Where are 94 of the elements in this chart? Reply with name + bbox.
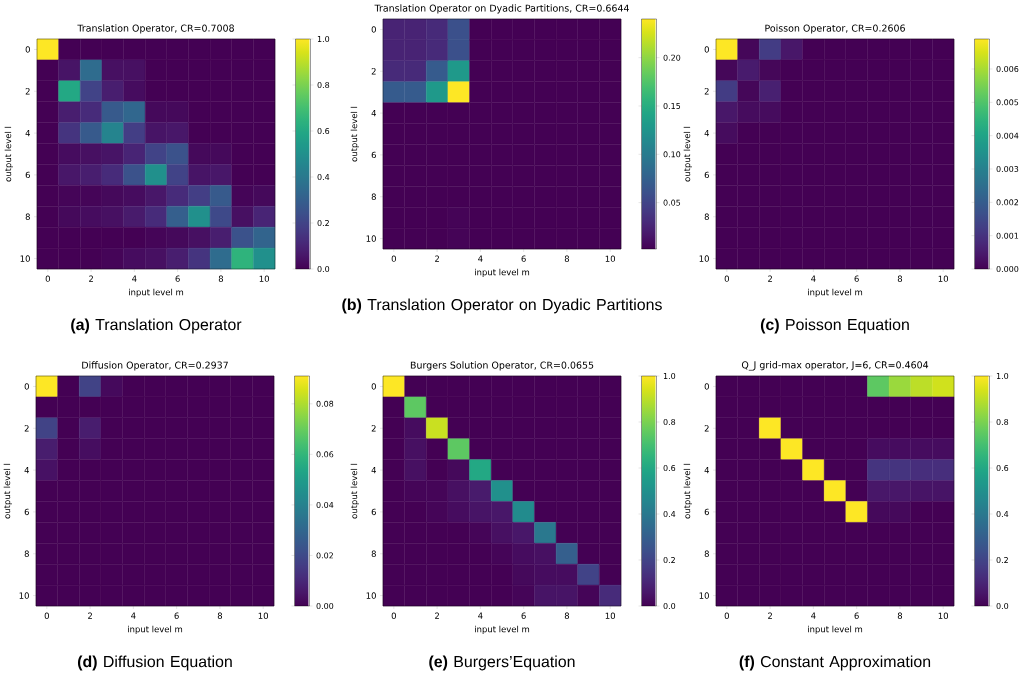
- text: (c) Poisson Equation: [760, 318, 909, 334]
- y-tick-label: 6: [704, 508, 709, 516]
- y-tick-label: 10: [366, 592, 376, 599]
- y-tick-label: 4: [704, 130, 710, 137]
- y-tick-label: 10: [699, 592, 709, 599]
- y-axis-title: output level l: [683, 463, 692, 519]
- x-tick-label: 8: [564, 612, 570, 619]
- x-axis-title: input level m: [129, 288, 184, 297]
- x-tick-label: 4: [132, 275, 137, 282]
- x-tick-label: 10: [259, 275, 270, 282]
- x-tick-label: 8: [897, 612, 903, 619]
- y-tick-label: 4: [704, 467, 710, 474]
- x-tick-label: 8: [564, 255, 570, 262]
- x-tick-label: 0: [724, 612, 729, 619]
- text: (e) Burgers’Equation: [429, 655, 575, 671]
- x-tick-label: 0: [44, 612, 49, 619]
- chart-title: Translation Operator on Dyadic Partitions, CR=0.6644: [374, 4, 629, 14]
- x-tick-label: 2: [89, 275, 93, 282]
- x-tick-label: 0: [391, 612, 396, 619]
- chart-title: Burgers Solution Operator, CR=0.0655: [410, 361, 594, 371]
- x-tick-label: 8: [217, 612, 223, 619]
- x-tick-label: 6: [175, 275, 180, 282]
- y-tick-label: 0: [25, 46, 30, 53]
- y-tick-label: 8: [24, 550, 29, 557]
- text: (d) Diffusion Equation: [77, 655, 232, 671]
- chart-title: Poisson Operator, CR=0.2606: [765, 24, 905, 34]
- y-tick-label: 8: [25, 213, 30, 220]
- x-tick-label: 10: [605, 255, 616, 262]
- text: (b) Translation Operator on Dyadic Partitions: [342, 298, 662, 314]
- text: (f) Constant Approximation: [739, 655, 931, 671]
- text: (a) Translation Operator: [71, 318, 242, 334]
- y-axis-title: output level l: [683, 126, 692, 182]
- y-tick-label: 4: [25, 130, 30, 137]
- y-tick-label: 8: [704, 213, 709, 220]
- x-tick-label: 4: [131, 612, 136, 619]
- y-tick-label: 0: [704, 46, 709, 53]
- x-axis-title: input level m: [808, 288, 863, 297]
- x-tick-label: 2: [435, 612, 439, 619]
- y-tick-label: 2: [371, 425, 376, 432]
- x-tick-label: 10: [605, 612, 616, 619]
- y-tick-label: 0: [371, 26, 376, 33]
- y-tick-label: 2: [25, 88, 30, 95]
- y-axis-title: output level l: [4, 126, 13, 182]
- x-axis-title: input level m: [475, 268, 530, 277]
- y-tick-label: 8: [704, 550, 709, 557]
- y-tick-label: 8: [371, 193, 376, 200]
- y-tick-label: 2: [24, 425, 29, 432]
- y-tick-label: 6: [25, 171, 30, 179]
- x-tick-label: 0: [724, 275, 729, 282]
- chart-title: Q_J grid-max operator, J=6, CR=0.4604: [741, 361, 929, 371]
- chart-title: Diffusion Operator, CR=0.2937: [82, 361, 228, 371]
- y-tick-label: 0: [704, 383, 709, 390]
- y-tick-label: 0: [371, 383, 376, 390]
- x-tick-label: 6: [521, 612, 526, 619]
- y-tick-label: 2: [704, 425, 709, 432]
- x-axis-title: input level m: [128, 625, 183, 634]
- x-tick-label: 6: [174, 612, 179, 619]
- x-tick-label: 6: [854, 275, 859, 282]
- y-tick-label: 4: [371, 467, 376, 474]
- y-tick-label: 6: [371, 508, 376, 516]
- x-tick-label: 6: [854, 612, 859, 619]
- x-tick-label: 4: [478, 255, 483, 262]
- x-axis-title: input level m: [475, 625, 530, 634]
- y-tick-label: 6: [704, 171, 709, 179]
- x-tick-label: 10: [938, 612, 949, 619]
- x-tick-label: 4: [811, 612, 816, 619]
- x-tick-label: 10: [938, 275, 949, 282]
- y-tick-label: 8: [371, 550, 376, 557]
- x-tick-label: 8: [218, 275, 224, 282]
- x-tick-label: 10: [258, 612, 269, 619]
- x-tick-label: 2: [768, 275, 772, 282]
- y-tick-label: 4: [371, 110, 376, 117]
- x-tick-label: 0: [45, 275, 50, 282]
- x-tick-label: 6: [521, 255, 526, 262]
- x-tick-label: 2: [88, 612, 92, 619]
- y-axis-title: output level l: [3, 463, 12, 519]
- y-tick-label: 0: [24, 383, 29, 390]
- x-tick-label: 8: [897, 275, 903, 282]
- y-tick-label: 6: [371, 151, 376, 159]
- y-tick-label: 6: [24, 508, 29, 516]
- y-tick-label: 2: [371, 68, 376, 75]
- y-tick-label: 2: [704, 88, 709, 95]
- x-axis-title: input level m: [808, 625, 863, 634]
- y-axis-title: output level l: [350, 106, 359, 162]
- x-tick-label: 4: [811, 275, 816, 282]
- x-tick-label: 2: [768, 612, 772, 619]
- y-tick-label: 10: [366, 235, 376, 242]
- chart-title: Translation Operator, CR=0.7008: [77, 24, 234, 34]
- y-tick-label: 10: [19, 592, 29, 599]
- y-axis-title: output level l: [350, 463, 359, 519]
- x-tick-label: 0: [391, 255, 396, 262]
- x-tick-label: 2: [435, 255, 439, 262]
- x-tick-label: 4: [478, 612, 483, 619]
- y-tick-label: 4: [24, 467, 29, 474]
